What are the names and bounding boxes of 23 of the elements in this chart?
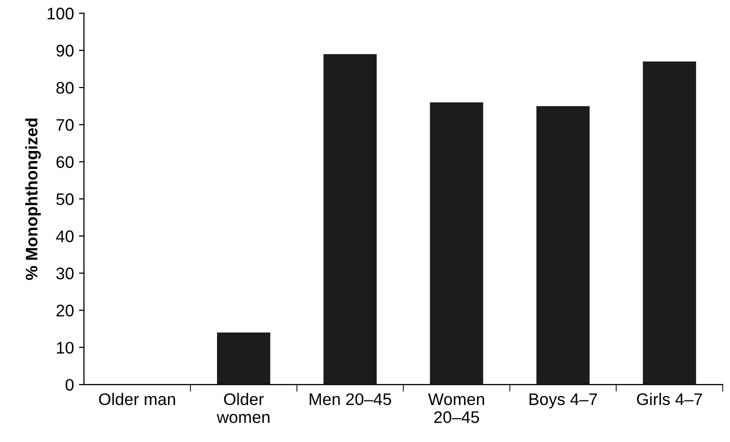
bar [323, 54, 377, 385]
x-tick-label: Older women [216, 392, 270, 424]
bar [430, 102, 484, 385]
y-tick-label: 50 [56, 193, 74, 206]
x-tick-label: Older man [99, 392, 176, 406]
x-tick-label: Men 20–45 [310, 393, 392, 406]
y-tick-label: 40 [56, 230, 74, 242]
x-tick-label: Girls 4–7 [636, 392, 702, 406]
y-tick-label: 80 [56, 82, 74, 94]
y-tick-label: 0 [66, 378, 74, 391]
y-tick-label: 20 [56, 304, 74, 316]
y-tick-label: 100 [48, 8, 74, 20]
x-tick-label: Boys 4–7 [530, 393, 597, 408]
y-tick-label: 10 [56, 342, 74, 354]
y-tick-label: 90 [56, 44, 74, 57]
bar [536, 106, 590, 385]
y-axis-title: % Monophthongized [25, 118, 41, 280]
bar [642, 62, 696, 385]
bar [217, 332, 270, 385]
y-tick-label: 70 [56, 119, 74, 131]
y-tick-label: 30 [56, 268, 74, 280]
x-tick-label: Women 20–45 [428, 393, 484, 424]
y-tick-label: 60 [56, 156, 74, 168]
